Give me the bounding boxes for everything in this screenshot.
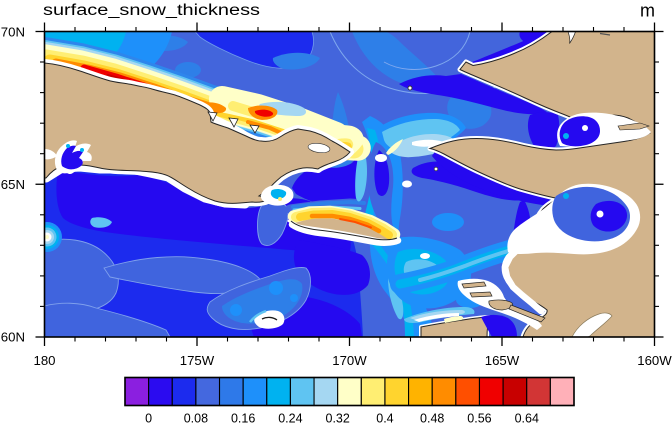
svg-text:0: 0 (145, 412, 152, 425)
svg-text:0.16: 0.16 (231, 412, 255, 425)
svg-text:170W: 170W (332, 353, 367, 368)
svg-text:60N: 60N (1, 330, 25, 345)
svg-text:0.08: 0.08 (184, 412, 208, 425)
svg-text:0.32: 0.32 (326, 412, 350, 425)
svg-text:180: 180 (33, 353, 55, 368)
svg-text:0.56: 0.56 (467, 412, 491, 425)
svg-text:0.48: 0.48 (420, 412, 444, 425)
svg-text:0.64: 0.64 (515, 412, 539, 425)
svg-text:70N: 70N (1, 24, 25, 39)
svg-text:65N: 65N (1, 177, 25, 192)
svg-text:m: m (640, 1, 655, 21)
svg-text:165W: 165W (485, 353, 520, 368)
svg-text:175W: 175W (180, 353, 215, 368)
svg-text:surface_snow_thickness: surface_snow_thickness (43, 2, 260, 19)
svg-text:0.24: 0.24 (278, 412, 302, 425)
svg-text:0.4: 0.4 (376, 412, 393, 425)
svg-text:160W: 160W (637, 353, 672, 368)
